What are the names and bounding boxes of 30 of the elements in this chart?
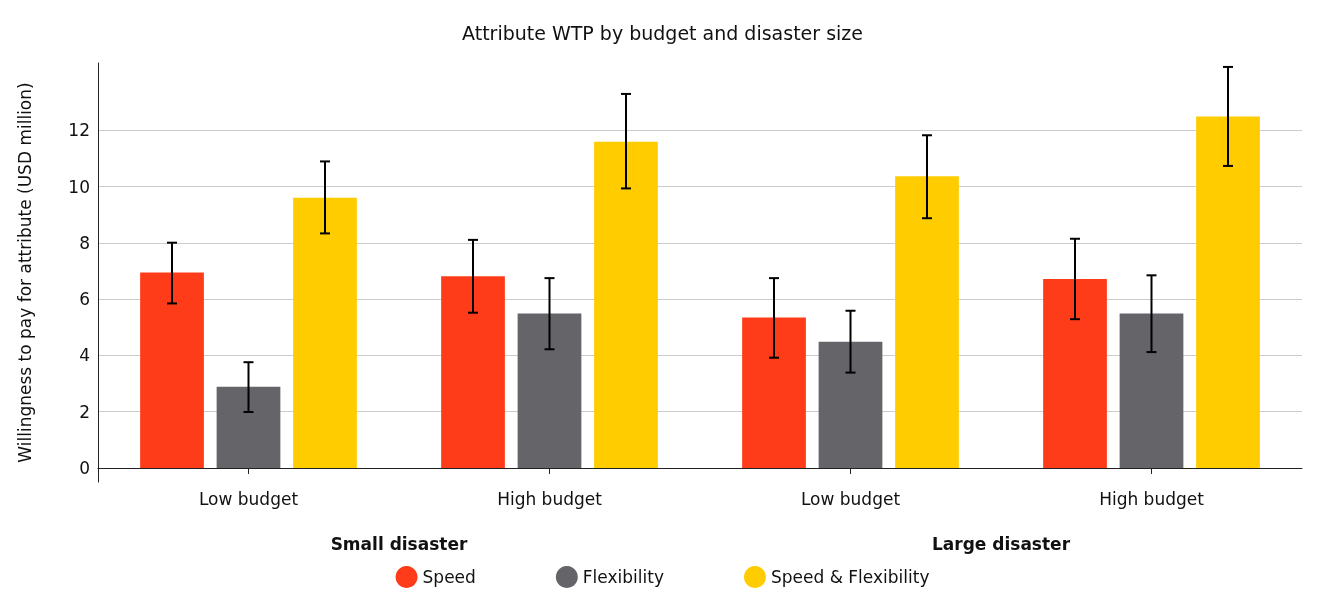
x-tick-label: High budget xyxy=(1099,488,1205,509)
bar xyxy=(594,141,658,468)
bar xyxy=(441,276,505,468)
x-tick-label: Low budget xyxy=(198,488,299,509)
legend-label: Flexibility xyxy=(582,567,664,587)
legend-label: Speed xyxy=(422,567,476,587)
y-tick-label: 6 xyxy=(79,289,90,310)
y-tick-label: 10 xyxy=(68,176,90,197)
bar xyxy=(140,272,204,468)
bar xyxy=(1196,116,1260,468)
chart-title: Attribute WTP by budget and disaster size xyxy=(462,21,863,44)
bar xyxy=(1043,278,1107,468)
bar xyxy=(1119,313,1184,468)
legend-label: Speed & Flexibility xyxy=(770,567,930,587)
bar xyxy=(742,317,806,468)
text: Large disaster xyxy=(931,534,1071,554)
bar xyxy=(895,176,959,468)
y-tick-label: 12 xyxy=(68,120,90,141)
y-axis-title: Willingness to pay for attribute (USD million) xyxy=(14,82,35,463)
x-tick-label: High budget xyxy=(497,488,603,509)
bar xyxy=(818,341,883,468)
x-tick-label: Low budget xyxy=(800,488,901,509)
y-tick-label: 0 xyxy=(79,457,90,478)
y-tick-label: 8 xyxy=(79,232,90,253)
bar xyxy=(293,197,357,468)
bar xyxy=(216,386,281,468)
y-tick-label: 4 xyxy=(79,345,90,366)
y-tick-label: 2 xyxy=(79,401,90,422)
text: Small disaster xyxy=(330,534,468,554)
bar xyxy=(517,313,582,468)
